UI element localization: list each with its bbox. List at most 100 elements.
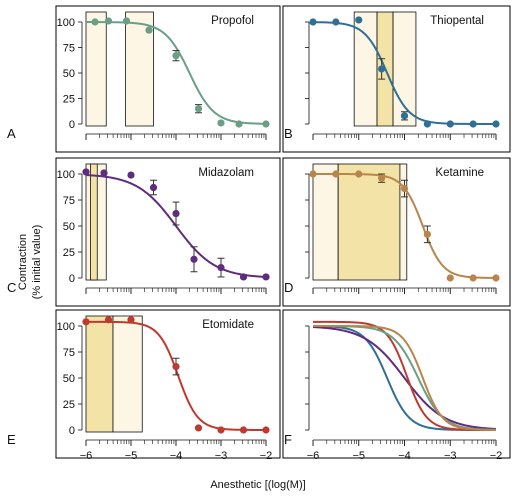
x-tick-label: −4 — [170, 450, 183, 462]
drug-name: Thiopental — [430, 15, 484, 27]
data-point — [122, 17, 131, 25]
x-tick-label: −6 — [307, 450, 320, 462]
concentration-box — [85, 315, 114, 433]
x-tick-label: −2 — [490, 450, 503, 462]
panel-frame — [282, 5, 511, 153]
panel-frame — [55, 5, 281, 153]
x-tick-label: −2 — [260, 450, 273, 462]
panel-label: D — [284, 280, 293, 295]
y-tick-label: 75 — [63, 43, 75, 55]
data-point — [309, 18, 317, 26]
x-tick-label: −5 — [125, 450, 138, 462]
data-point — [235, 120, 243, 128]
y-tick-label: 50 — [63, 373, 75, 385]
data-point — [239, 426, 248, 434]
y-axis-title-line1: Contraction — [17, 234, 29, 290]
drug-name: Ketamine — [435, 167, 484, 179]
y-tick-label: 0 — [69, 425, 75, 437]
drug-name: Midazolam — [198, 167, 254, 179]
panel-b: Thiopental B — [282, 5, 511, 153]
y-tick-label: 50 — [63, 221, 75, 233]
data-point — [262, 120, 270, 128]
panel-label: E — [7, 432, 16, 447]
x-tick-label: −4 — [398, 450, 411, 462]
panel-f: −6 −5 −4 −3 −2 F — [282, 309, 511, 462]
y-tick-label: 0 — [69, 273, 75, 285]
y-tick-label: 100 — [57, 321, 75, 333]
drug-name: Etomidate — [202, 319, 254, 331]
panel-frame — [55, 157, 281, 307]
data-point — [104, 17, 113, 25]
y-tick-label: 50 — [63, 68, 75, 80]
data-point — [262, 273, 270, 281]
fit-curve — [85, 174, 267, 278]
data-point — [239, 273, 248, 281]
data-point — [190, 255, 198, 263]
y-tick-label: 25 — [63, 94, 75, 106]
y-tick-label: 25 — [63, 399, 75, 411]
panel-c: 0 25 50 75 100 Midazolam C — [7, 157, 281, 307]
panel-d: Ketamine D — [282, 157, 511, 307]
x-tick-label: −3 — [215, 450, 228, 462]
data-point — [145, 26, 153, 34]
data-point — [355, 170, 363, 178]
data-point — [127, 316, 135, 324]
concentration-box — [337, 163, 401, 281]
data-point — [492, 274, 500, 282]
data-point — [217, 264, 225, 272]
concentration-box — [392, 11, 417, 127]
y-tick-label: 75 — [63, 347, 75, 359]
x-tick-label: −6 — [80, 450, 93, 462]
y-tick-label: 75 — [63, 195, 75, 207]
concentration-box — [312, 163, 339, 281]
fit-curve — [313, 320, 497, 431]
data-point — [100, 169, 108, 177]
panel-label: C — [7, 280, 16, 295]
concentration-box — [399, 163, 408, 281]
data-point — [127, 171, 135, 179]
data-point — [400, 184, 409, 193]
drug-name: Propofol — [211, 15, 254, 27]
panel-frame — [282, 309, 511, 459]
y-tick-label: 100 — [57, 169, 75, 181]
panel-label: F — [284, 432, 292, 447]
fit-curve — [312, 21, 496, 125]
concentration-box — [90, 163, 98, 281]
data-point — [194, 424, 203, 432]
concentration-box — [85, 11, 107, 127]
data-point — [262, 426, 270, 434]
data-point — [378, 174, 386, 182]
data-point — [355, 16, 363, 24]
fit-curve — [86, 21, 267, 125]
data-point — [172, 52, 180, 60]
data-point — [82, 318, 90, 326]
panel-label: B — [284, 126, 293, 141]
panel-e: 0 25 50 75 100 −6 −5 −4 −3 −2 Etomidate E — [7, 309, 281, 462]
y-tick-label: 25 — [63, 247, 75, 259]
data-point — [104, 316, 113, 324]
data-point — [172, 209, 180, 218]
data-point — [446, 274, 454, 282]
x-tick-label: −3 — [444, 450, 457, 462]
concentration-box — [112, 315, 143, 433]
x-axis-title: Anesthetic [(log(M)] — [210, 479, 305, 491]
data-point — [309, 170, 317, 178]
panel-frame — [55, 309, 281, 459]
data-point — [217, 426, 225, 434]
panel-a: 0 25 50 75 100 Propofol A — [7, 5, 281, 153]
fit-curve — [312, 326, 497, 430]
data-point — [469, 120, 477, 128]
y-axis-title-line2: (% initial value) — [31, 225, 43, 300]
data-point — [332, 170, 340, 178]
data-point — [423, 120, 431, 128]
data-point — [469, 274, 477, 282]
data-point — [149, 183, 158, 192]
y-tick-label: 100 — [57, 17, 75, 29]
data-point — [492, 120, 500, 128]
data-point — [378, 65, 386, 73]
data-point — [446, 120, 454, 128]
data-point — [332, 18, 340, 26]
data-point — [172, 362, 180, 371]
data-point — [91, 18, 99, 26]
